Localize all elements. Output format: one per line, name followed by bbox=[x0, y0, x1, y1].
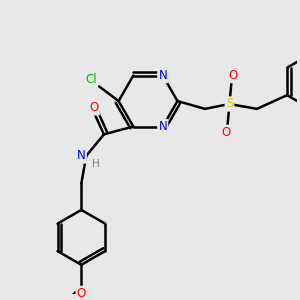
Text: N: N bbox=[77, 149, 86, 163]
Text: O: O bbox=[221, 126, 230, 139]
Text: Cl: Cl bbox=[85, 73, 97, 86]
Text: O: O bbox=[229, 69, 238, 82]
Text: O: O bbox=[77, 287, 86, 300]
Text: N: N bbox=[158, 69, 167, 82]
Text: N: N bbox=[158, 120, 167, 133]
Text: S: S bbox=[226, 98, 233, 110]
Text: O: O bbox=[89, 101, 99, 114]
Text: H: H bbox=[92, 159, 100, 169]
